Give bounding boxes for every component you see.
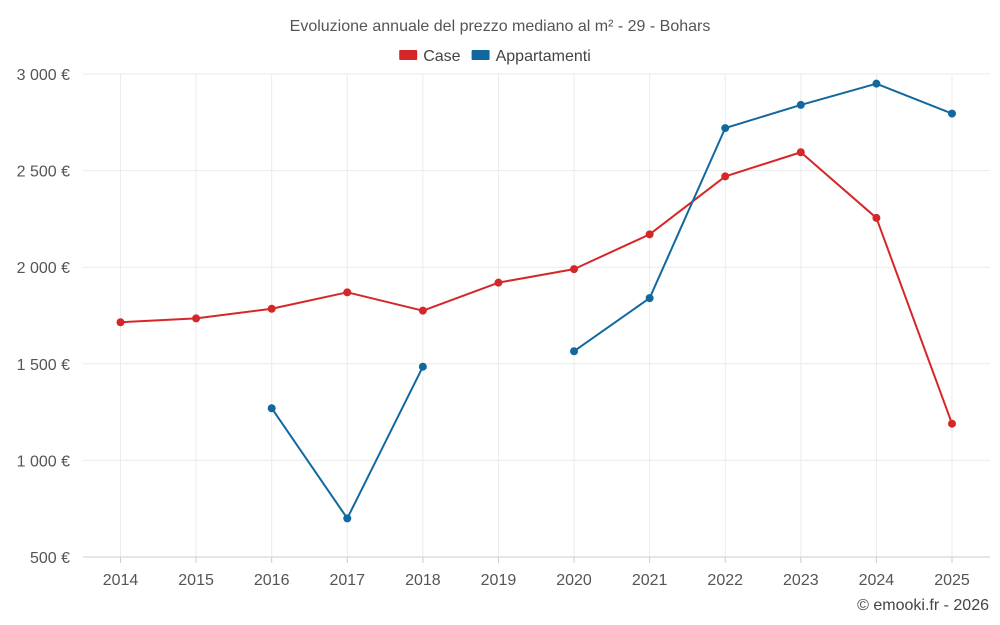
x-axis: 2014 2015 2016 2017 2018 2019 2020 2021 2022 2023…	[103, 557, 970, 589]
x-tick-label: 2021	[632, 572, 668, 589]
data-point[interactable]	[116, 318, 125, 327]
series-group	[116, 79, 956, 523]
data-point[interactable]	[645, 294, 654, 303]
legend-label: Case	[423, 48, 460, 65]
x-tick-label: 2018	[405, 572, 441, 589]
x-tick-label: 2015	[178, 572, 214, 589]
x-tick-label: 2014	[103, 572, 139, 589]
data-point[interactable]	[872, 213, 881, 222]
data-point[interactable]	[343, 288, 352, 297]
legend-item-case[interactable]: Case	[399, 48, 461, 65]
x-tick-label: 2024	[859, 572, 895, 589]
data-point[interactable]	[948, 419, 956, 428]
x-tick-label: 2020	[556, 572, 592, 589]
legend-swatch	[399, 50, 418, 60]
credit-text: © emooki.fr - 2026	[857, 597, 989, 614]
legend-swatch	[471, 50, 490, 60]
x-tick-label: 2016	[254, 572, 290, 589]
data-point[interactable]	[948, 109, 956, 118]
data-point[interactable]	[267, 404, 276, 413]
grid	[83, 73, 990, 558]
x-tick-label: 2019	[481, 572, 517, 589]
data-point[interactable]	[721, 172, 730, 181]
data-point[interactable]	[721, 124, 730, 133]
data-point[interactable]	[796, 100, 805, 109]
y-tick-label: 500 €	[30, 550, 70, 567]
data-point[interactable]	[796, 148, 805, 157]
series-appartamenti	[267, 79, 956, 523]
y-axis: 500 € 1 000 € 1 500 € 2 000 € 2 500 € 3 000 €	[17, 67, 70, 567]
y-tick-label: 2 000 €	[17, 260, 70, 277]
x-tick-label: 2023	[783, 572, 819, 589]
series-case	[116, 148, 956, 428]
x-tick-label: 2017	[329, 572, 365, 589]
legend-label: Appartamenti	[496, 48, 591, 65]
data-point[interactable]	[418, 362, 427, 371]
y-tick-label: 1 000 €	[17, 453, 70, 470]
legend-item-appartamenti[interactable]: Appartamenti	[471, 48, 591, 65]
y-tick-label: 1 500 €	[17, 357, 70, 374]
data-point[interactable]	[418, 306, 427, 315]
y-tick-label: 2 500 €	[17, 164, 70, 181]
x-tick-label: 2022	[707, 572, 743, 589]
data-point[interactable]	[645, 230, 654, 239]
y-tick-label: 3 000 €	[17, 67, 70, 84]
data-point[interactable]	[267, 304, 276, 313]
chart-title: Evoluzione annuale del prezzo mediano al…	[290, 18, 711, 35]
series-line	[573, 82, 953, 353]
data-point[interactable]	[570, 265, 579, 274]
x-tick-label: 2025	[934, 572, 970, 589]
data-point[interactable]	[570, 347, 579, 356]
data-point[interactable]	[343, 514, 352, 523]
data-point[interactable]	[872, 79, 881, 88]
data-point[interactable]	[192, 314, 201, 323]
series-line	[120, 151, 953, 425]
legend[interactable]: Case Appartamenti	[399, 48, 591, 65]
data-point[interactable]	[494, 278, 503, 287]
